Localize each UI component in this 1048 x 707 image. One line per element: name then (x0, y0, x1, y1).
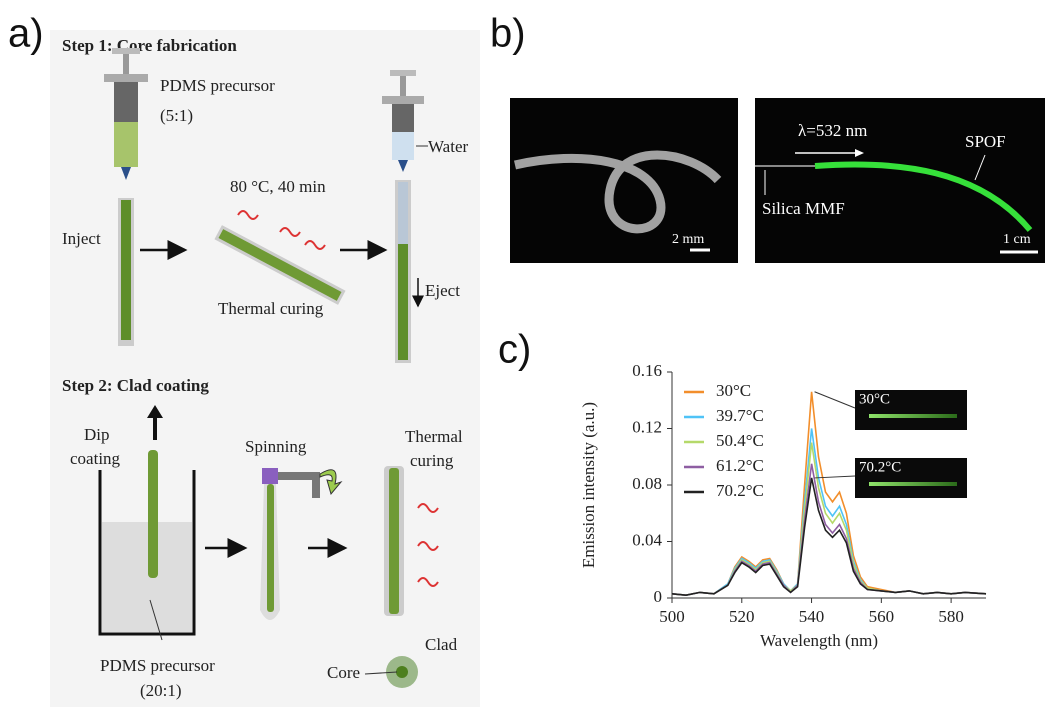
x-tick-label: 500 (659, 607, 685, 626)
label: Silica MMF (762, 199, 845, 218)
panel-label: c) (498, 328, 531, 372)
y-tick-label: 0.12 (632, 417, 662, 436)
label: Thermal (405, 427, 463, 446)
y-tick-label: 0.08 (632, 474, 662, 493)
inset-label: 30°C (859, 391, 890, 407)
figure: a) b) c) Step 1: Core fabrication PDMS p… (0, 0, 1048, 707)
x-axis-label: Wavelength (nm) (760, 631, 878, 650)
scale-label: 1 cm (1003, 232, 1031, 247)
inset-glow (869, 414, 957, 418)
legend-label: 30°C (716, 381, 751, 400)
x-tick-label: 580 (938, 607, 964, 626)
fiber (148, 450, 158, 578)
label: Core (327, 663, 360, 682)
label: Eject (425, 281, 460, 300)
chart: 0 0.04 0.08 0.12 0.16 500 520 540 560 580 Waveleng… (579, 361, 986, 650)
inset-glow (869, 482, 957, 486)
step-title: Step 1: Core fabrication (62, 36, 237, 55)
label: (5:1) (160, 106, 193, 125)
y-tick-label: 0 (654, 587, 663, 606)
label: PDMS precursor (100, 656, 215, 675)
step-title: Step 2: Clad coating (62, 376, 209, 395)
y-axis-label: Emission intensity (a.u.) (579, 402, 598, 568)
label: Spinning (245, 437, 307, 456)
inset-label: 70.2°C (859, 459, 901, 475)
label: λ=532 nm (798, 121, 867, 140)
fiber-core (389, 468, 399, 614)
panel-label: b) (490, 12, 526, 56)
label: Thermal curing (218, 299, 324, 318)
legend-label: 70.2°C (716, 481, 764, 500)
panel-label: a) (8, 12, 44, 56)
label: coating (70, 449, 121, 468)
y-tick-label: 0.16 (632, 361, 662, 380)
annotation-arrow (815, 476, 855, 478)
series-line (672, 429, 986, 596)
label: curing (410, 451, 454, 470)
x-tick-label: 560 (869, 607, 895, 626)
label: Inject (62, 229, 101, 248)
x-tick-label: 520 (729, 607, 755, 626)
label: 80 °C, 40 min (230, 177, 326, 196)
label: (20:1) (140, 681, 182, 700)
cross-section-core (396, 666, 408, 678)
label: Dip (84, 425, 110, 444)
bath (102, 522, 192, 632)
legend-label: 39.7°C (716, 406, 764, 425)
label: Clad (425, 635, 458, 654)
label: PDMS precursor (160, 76, 275, 95)
legend-label: 61.2°C (716, 456, 764, 475)
legend-label: 50.4°C (716, 431, 764, 450)
y-tick-label: 0.04 (632, 530, 662, 549)
annotation-arrow (815, 392, 855, 408)
scale-label: 2 mm (672, 232, 704, 247)
x-tick-label: 540 (799, 607, 825, 626)
label: SPOF (965, 132, 1006, 151)
label: Water (428, 137, 468, 156)
